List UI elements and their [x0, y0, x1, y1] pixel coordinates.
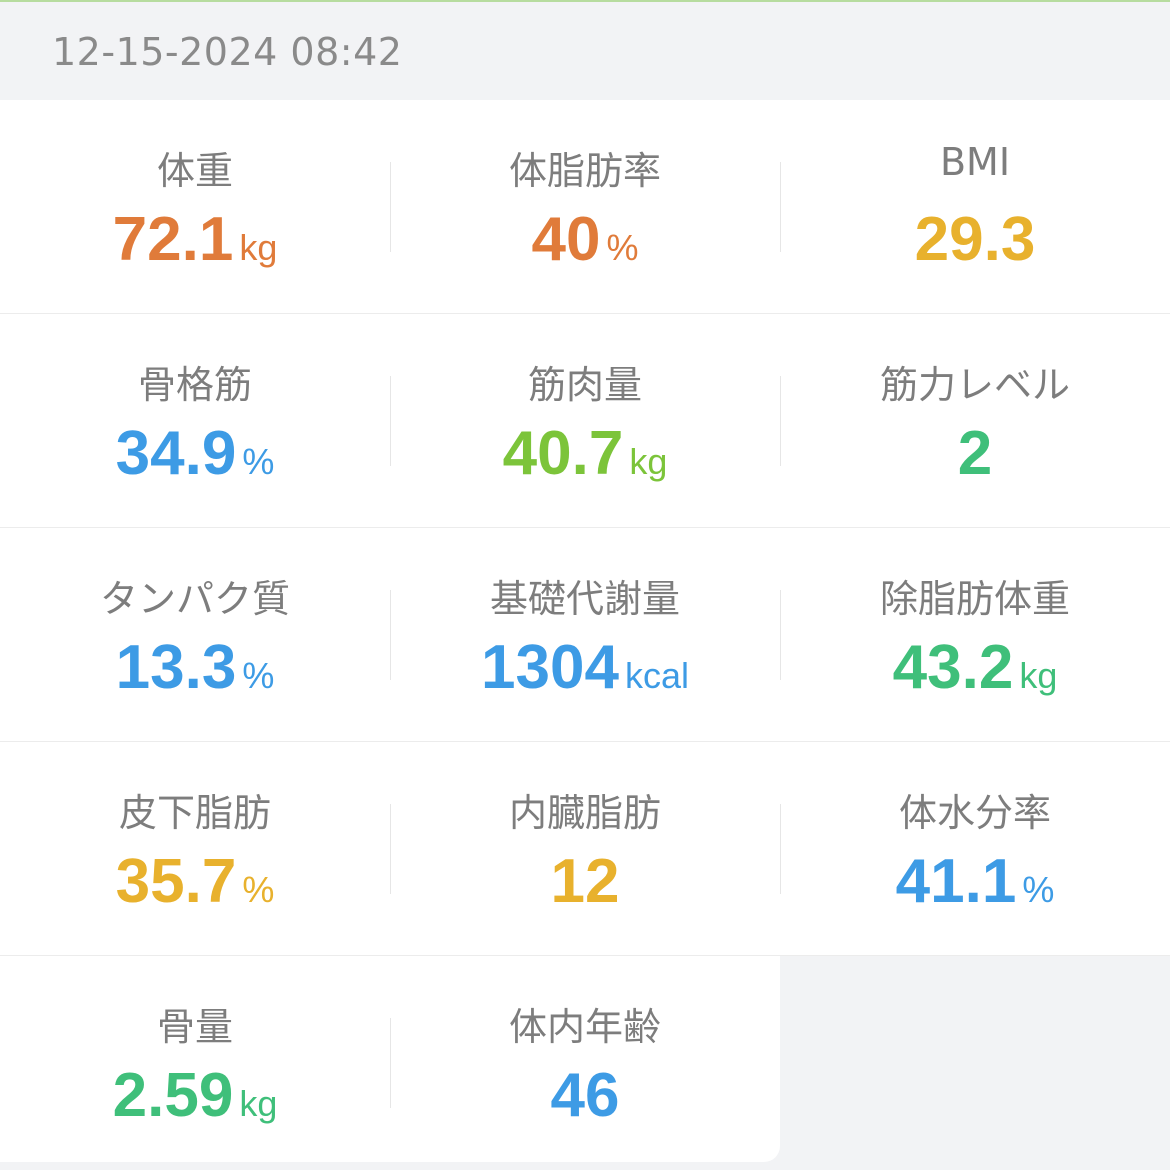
record-timestamp: 12-15-2024 08:42: [52, 30, 403, 74]
metric-weight: 体重 72.1 kg: [0, 100, 390, 314]
metric-basal-metabolism: 基礎代謝量 1304 kcal: [390, 528, 780, 742]
metric-value: 29.3: [914, 205, 1036, 274]
metric-label: 皮下脂肪: [118, 791, 271, 835]
metric-value: 41.1: [895, 847, 1017, 916]
metric-subcutaneous-fat: 皮下脂肪 35.7%: [0, 742, 390, 956]
metric-unit: kg: [239, 1083, 278, 1124]
metrics-row: 骨格筋 34.9% 筋肉量 40.7 kg 筋力レベル 2: [0, 314, 1170, 528]
metric-unit: %: [606, 227, 639, 268]
metric-body-age: 体内年齢 46: [390, 956, 780, 1170]
metric-value: 72.1: [112, 205, 234, 274]
metric-value: 40: [531, 205, 601, 274]
metric-unit: %: [242, 655, 275, 696]
metric-label: 筋肉量: [527, 363, 642, 407]
metric-label: 体脂肪率: [508, 149, 661, 193]
metric-value: 35.7: [115, 847, 237, 916]
metric-value: 2.59: [112, 1061, 234, 1130]
metric-value: 34.9: [115, 419, 237, 488]
metrics-row: 体重 72.1 kg 体脂肪率 40% BMI 29.3: [0, 100, 1170, 314]
record-header: 12-15-2024 08:42: [0, 2, 1170, 100]
column-divider: [780, 376, 781, 466]
metric-body-fat-rate: 体脂肪率 40%: [390, 100, 780, 314]
metric-label: 体水分率: [898, 791, 1051, 835]
metric-label: 筋力レベル: [879, 363, 1070, 407]
metric-value: 43.2: [892, 633, 1014, 702]
metrics-row: 皮下脂肪 35.7% 内臓脂肪 12 体水分率 41.1%: [0, 742, 1170, 956]
column-divider: [390, 590, 391, 680]
metric-unit: %: [242, 869, 275, 910]
metrics-row: 骨量 2.59 kg 体内年齢 46: [0, 956, 780, 1162]
metric-lean-body-mass: 除脂肪体重 43.2 kg: [780, 528, 1170, 742]
metric-unit: kg: [1019, 655, 1058, 696]
metric-bone-mass: 骨量 2.59 kg: [0, 956, 390, 1170]
metric-value: 1304: [481, 633, 619, 702]
metric-label: 骨量: [156, 1005, 233, 1049]
metric-label: 体重: [156, 149, 233, 193]
metric-protein: タンパク質 13.3%: [0, 528, 390, 742]
metric-label: タンパク質: [99, 577, 290, 621]
column-divider: [780, 162, 781, 252]
top-accent-line: [0, 0, 1170, 2]
column-divider: [390, 804, 391, 894]
metric-muscle-mass: 筋肉量 40.7 kg: [390, 314, 780, 528]
metric-skeletal-muscle: 骨格筋 34.9%: [0, 314, 390, 528]
metric-body-water-rate: 体水分率 41.1%: [780, 742, 1170, 956]
metric-label: 除脂肪体重: [879, 577, 1070, 621]
metric-unit: %: [242, 441, 275, 482]
column-divider: [390, 1018, 391, 1108]
metric-label: 基礎代謝量: [489, 577, 680, 621]
metric-value: 12: [550, 847, 620, 916]
metric-value: 13.3: [115, 633, 237, 702]
metric-unit: kcal: [624, 655, 689, 696]
metrics-grid: 体重 72.1 kg 体脂肪率 40% BMI 29.3 骨格筋 34.9%: [0, 100, 1170, 1162]
metric-unit: kg: [239, 227, 278, 268]
column-divider: [780, 590, 781, 680]
metric-label: BMI: [939, 140, 1011, 184]
metric-label: 骨格筋: [137, 363, 252, 407]
metric-value: 46: [550, 1061, 620, 1130]
metric-value: 40.7: [502, 419, 624, 488]
metric-bmi: BMI 29.3: [780, 100, 1170, 314]
metric-visceral-fat: 内臓脂肪 12: [390, 742, 780, 956]
metric-value: 2: [957, 419, 993, 488]
metrics-row: タンパク質 13.3% 基礎代謝量 1304 kcal 除脂肪体重 43.2 kg: [0, 528, 1170, 742]
column-divider: [390, 376, 391, 466]
column-divider: [780, 804, 781, 894]
metric-unit: kg: [629, 441, 668, 482]
metric-label: 体内年齢: [508, 1005, 661, 1049]
metric-strength-level: 筋力レベル 2: [780, 314, 1170, 528]
metric-label: 内臓脂肪: [508, 791, 661, 835]
metric-unit: %: [1022, 869, 1055, 910]
column-divider: [390, 162, 391, 252]
